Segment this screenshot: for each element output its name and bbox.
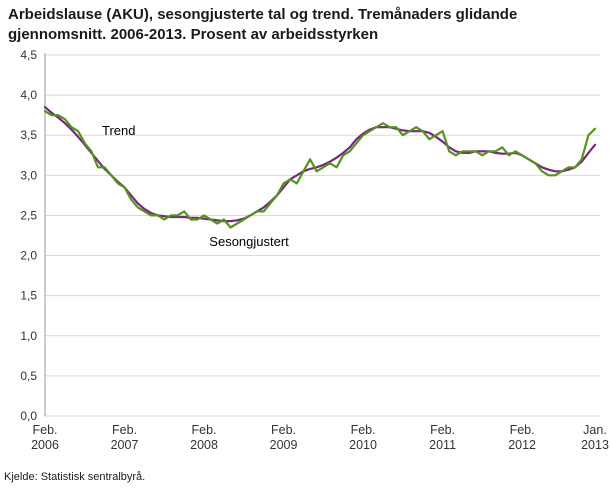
x-tick-label: 2006	[31, 438, 59, 452]
x-tick-label: 2009	[270, 438, 298, 452]
x-tick-label: Jan.	[583, 423, 607, 437]
source-credit: Kjelde: Statistisk sentralbyrå.	[4, 471, 146, 483]
y-tick-label: 1,0	[20, 329, 37, 343]
x-tick-label: Feb.	[430, 423, 455, 437]
y-tick-label: 2,5	[20, 208, 37, 222]
line-chart: 0,00,51,01,52,02,53,03,54,04,5Feb.2006Fe…	[20, 48, 609, 452]
x-tick-label: Feb.	[510, 423, 535, 437]
annotation-trend: Trend	[102, 123, 135, 138]
y-tick-label: 3,5	[20, 128, 37, 142]
x-tick-label: Feb.	[32, 423, 57, 437]
y-tick-label: 2,0	[20, 249, 37, 263]
y-tick-label: 4,0	[20, 88, 37, 102]
y-tick-label: 0,5	[20, 369, 37, 383]
x-tick-label: 2008	[190, 438, 218, 452]
series-sesongjustert	[43, 110, 597, 229]
x-tick-label: 2012	[508, 438, 536, 452]
x-tick-label: Feb.	[192, 423, 217, 437]
x-tick-label: Feb.	[112, 423, 137, 437]
series-trend	[43, 105, 597, 223]
y-tick-label: 3,0	[20, 168, 37, 182]
y-tick-label: 4,5	[20, 48, 37, 62]
x-tick-label: 2011	[429, 438, 456, 452]
x-tick-label: 2013	[581, 438, 609, 452]
x-tick-label: 2007	[111, 438, 139, 452]
chart-title: Arbeidslause (AKU), sesongjusterte tal o…	[8, 6, 518, 43]
y-tick-label: 1,5	[20, 289, 37, 303]
x-tick-label: 2010	[349, 438, 377, 452]
annotation-sesongjustert: Sesongjustert	[209, 234, 289, 249]
y-tick-label: 0,0	[20, 409, 37, 423]
x-tick-label: Feb.	[271, 423, 296, 437]
x-tick-label: Feb.	[351, 423, 376, 437]
